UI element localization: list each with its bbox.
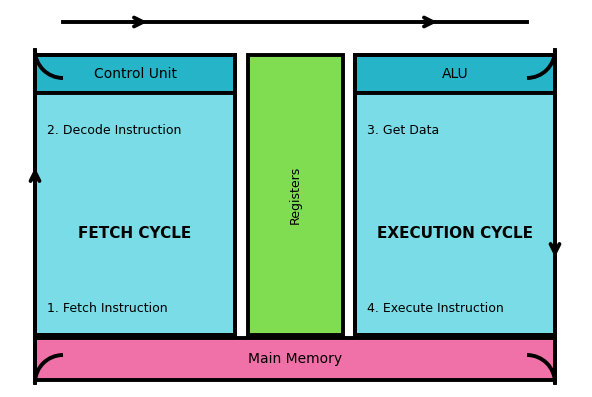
Text: Main Memory: Main Memory (248, 352, 342, 366)
Text: Registers: Registers (289, 166, 302, 224)
Text: EXECUTION CYCLE: EXECUTION CYCLE (377, 225, 533, 241)
Text: 4. Execute Instruction: 4. Execute Instruction (367, 301, 504, 314)
Text: 2. Decode Instruction: 2. Decode Instruction (47, 125, 181, 137)
Text: Control Unit: Control Unit (94, 67, 176, 81)
Bar (355, 55, 555, 93)
Bar (355, 55, 555, 335)
Text: FETCH CYCLE: FETCH CYCLE (78, 225, 192, 241)
Text: ALU: ALU (442, 67, 468, 81)
Bar (35, 55, 235, 335)
Bar (248, 55, 343, 335)
Bar (355, 93, 555, 335)
Text: 1. Fetch Instruction: 1. Fetch Instruction (47, 301, 168, 314)
Bar (35, 338, 555, 380)
Text: 3. Get Data: 3. Get Data (367, 125, 439, 137)
Bar (35, 93, 235, 335)
Bar (35, 55, 235, 93)
